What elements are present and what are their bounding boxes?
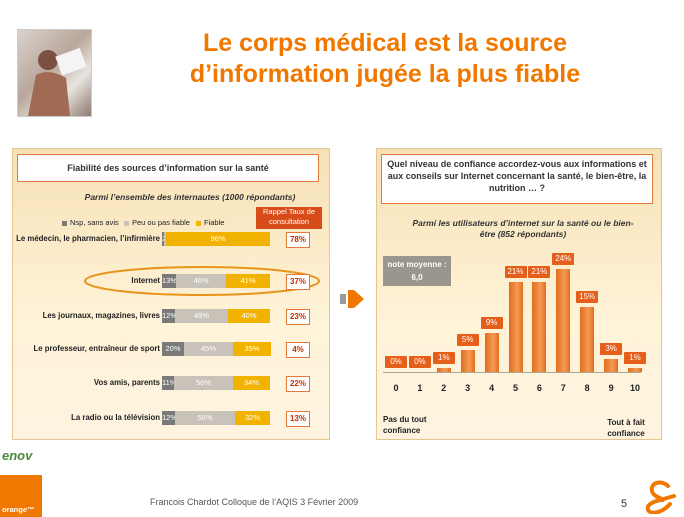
data-label: 9%: [480, 317, 503, 329]
data-label: 21%: [528, 266, 551, 278]
bar-segment-fiable: 96%: [166, 232, 270, 246]
row-label: Les journaux, magazines, livres: [42, 311, 160, 320]
x-tick-label: 7: [560, 383, 566, 393]
bar-segment-nsp: 2%: [162, 232, 164, 246]
x-axis-line: [383, 372, 641, 373]
x-tick-label: 8: [584, 383, 590, 393]
right-panel-title: Quel niveau de confiance accordez-vous a…: [381, 154, 653, 204]
row-label: Vos amis, parents: [93, 378, 160, 387]
row-label: Le professeur, entraîneur de sport: [33, 344, 160, 353]
orange-logo: orange™: [0, 475, 42, 517]
legend-peu: Peu ou pas fiable: [124, 218, 190, 227]
data-label: 15%: [576, 291, 599, 303]
bar-segment-peu: [164, 232, 166, 246]
rappel-header: Rappel Taux de consultation: [256, 207, 322, 229]
title-line-1: Le corps médical est la source: [202, 29, 568, 57]
header-photo: [17, 29, 92, 117]
bar-segment-nsp: 11%: [162, 376, 174, 390]
legend-fiable: Fiable: [196, 218, 224, 227]
data-label: 0%: [385, 356, 407, 368]
bar-segment-fiable: 41%: [226, 274, 270, 288]
legend-swatch-peu: [124, 220, 129, 226]
data-label: 24%: [552, 253, 575, 265]
ampersand-logo-icon: [645, 480, 676, 514]
chart-bar: [508, 282, 523, 372]
left-panel-title: Fiabilité des sources d’information sur …: [17, 154, 319, 182]
data-label: 21%: [504, 266, 527, 278]
arrow-right-icon: [340, 290, 364, 308]
data-label: 5%: [456, 334, 479, 346]
legend-swatch-nsp: [62, 220, 67, 226]
consultation-rate: 78%: [286, 232, 310, 248]
anchor-right: Tout à fait confiance: [607, 418, 645, 438]
data-label: 1%: [432, 352, 455, 364]
x-tick-label: 4: [489, 383, 495, 393]
bar-segment-nsp: 12%: [162, 309, 175, 323]
anchor-left: Pas du tout confiance: [383, 415, 427, 435]
chart-bar: [580, 307, 595, 372]
bar-segment-nsp: 13%: [162, 274, 176, 288]
x-tick-label: 0: [393, 383, 399, 393]
legend-swatch-fiable: [196, 220, 201, 226]
bar-segment-peu: 45%: [184, 342, 233, 356]
page-number: 5: [621, 498, 628, 510]
x-tick-label: 3: [465, 383, 471, 393]
consultation-rate: 22%: [286, 376, 310, 392]
bar-segment-fiable: 35%: [233, 342, 271, 356]
consultation-rate: 13%: [286, 411, 310, 427]
legend-nsp: Nsp, sans avis: [62, 218, 119, 227]
slide-title: Le corps médical est la source d’informa…: [120, 28, 650, 90]
consultation-rate: 4%: [286, 342, 310, 358]
title-line-2: d’information jugée la plus fiable: [189, 60, 581, 88]
consultation-rate: 37%: [286, 274, 310, 290]
bar-segment-nsp: 12%: [162, 411, 175, 425]
data-label: 1%: [624, 352, 646, 364]
data-label: 3%: [600, 343, 623, 355]
chart-bar: [460, 350, 475, 372]
chart-bar: [556, 269, 571, 372]
bar-segment-fiable: 34%: [233, 376, 270, 390]
bar-segment-peu: 46%: [176, 274, 226, 288]
data-label: 0%: [408, 356, 431, 368]
chart-bar: [436, 368, 451, 372]
footer-text: Francois Chardot Colloque de l’AQIS 3 Fé…: [150, 497, 359, 507]
orange-logo-text: orange™: [2, 505, 35, 514]
mean-score-box: note moyenne : 6,0: [383, 256, 451, 286]
row-label: Internet: [131, 276, 160, 285]
x-tick-label: 9: [608, 383, 614, 393]
bar-segment-peu: 56%: [175, 411, 235, 425]
bar-segment-peu: 56%: [174, 376, 233, 390]
x-tick-label: 10: [629, 383, 640, 393]
chart-bar: [604, 359, 619, 372]
row-label: Le médecin, le pharmacien, l’infirmière: [16, 234, 160, 243]
enov-logo: enov: [2, 448, 33, 463]
bar-segment-fiable: 40%: [228, 309, 270, 323]
chart-bar: [532, 282, 547, 372]
bar-segment-peu: 49%: [175, 309, 228, 323]
row-label: La radio ou la télévision: [71, 413, 160, 422]
bar-segment-fiable: 32%: [235, 411, 270, 425]
x-tick-label: 6: [536, 383, 542, 393]
highlight-ellipse: [84, 266, 320, 296]
woman-photo-icon: [28, 47, 87, 116]
mean-score-label: note moyenne :: [387, 260, 447, 269]
x-tick-label: 2: [441, 383, 447, 393]
mean-score-value: 6,0: [411, 273, 423, 282]
chart-bar: [484, 333, 499, 372]
consultation-rate: 23%: [286, 309, 310, 325]
x-tick-label: 1: [417, 383, 423, 393]
left-panel-subtitle: Parmi l’ensemble des internautes (1000 r…: [84, 192, 296, 202]
chart-bar: [628, 368, 642, 372]
x-tick-label: 5: [512, 383, 518, 393]
right-panel-subtitle: Parmi les utilisateurs d’internet sur la…: [412, 218, 634, 239]
bar-segment-nsp: 20%: [162, 342, 184, 356]
